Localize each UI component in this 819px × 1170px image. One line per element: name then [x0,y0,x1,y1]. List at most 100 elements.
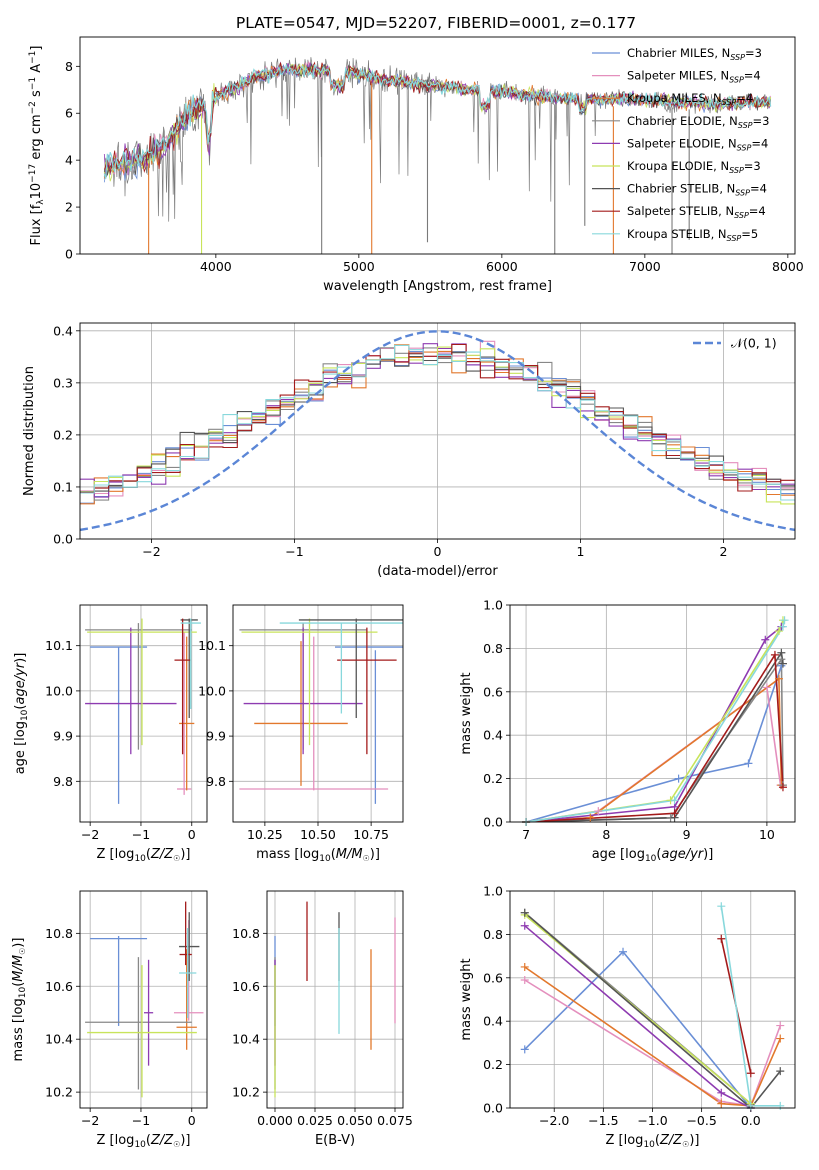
y-tick-label: 0.4 [483,728,503,743]
y-tick-label: 4 [65,153,73,168]
weight-line-chabrier_stelib [526,650,784,822]
x-tick-label: 2 [720,544,728,559]
y-tick-label: 9.8 [206,774,226,789]
y-tick-label: 0.6 [483,684,503,699]
y-tick-label: 2 [65,200,73,215]
weight-point-kroupa_miles [776,1034,785,1043]
x-tick-label: 1 [577,544,585,559]
y-tick-label: 9.9 [206,729,226,744]
x-tick-label: 10.75 [353,827,389,842]
normal-curve [80,330,795,532]
y-tick-label: 10.6 [232,979,260,994]
weight-point-kroupa_elodie [774,627,783,636]
errorbar-kroupa_elodie [87,618,197,746]
y-tick-label: 10.2 [232,1085,260,1100]
figure-title: PLATE=0547, MJD=52207, FIBERID=0001, z=0… [236,14,636,32]
age_vs_mass-plot-area [239,618,403,804]
errorbar-chabrier_elodie [85,623,192,750]
x-tick-label: 0 [188,1113,196,1128]
x-axis-label: age [log10(age/yr)] [592,847,714,864]
x-tick-label: −2.0 [539,1113,569,1128]
axes-frame [232,604,404,823]
errorbar-kroupa_miles [254,641,348,786]
errorbar-kroupa_miles [179,636,195,791]
weight-point-salpeter_miles [520,975,529,984]
weight-line-chabrier_stelib [524,912,781,1108]
residuals-plot-area [80,330,795,532]
weight-point-chabrier_stelib [776,1067,785,1076]
y-tick-label: 0.8 [483,927,503,942]
x-tick-label: −1.0 [637,1113,667,1128]
y-tick-label: 0.0 [483,815,503,830]
axes-frame [509,604,796,823]
weight-point-kroupa_stelib [776,1101,785,1110]
legend-label-chabrier_elodie: Chabrier ELODIE, NSSP=3 [627,114,769,130]
errorbar-chabrier_elodie [85,957,192,1090]
y-tick-label: 0.2 [483,1057,503,1072]
y-tick-label: 0.4 [483,1014,503,1029]
weight-point-kroupa_stelib [746,1101,755,1110]
weight-point-kroupa_miles [774,674,783,683]
x-tick-label: 0.025 [297,1113,333,1128]
errorbar-salpeter_stelib [179,901,192,966]
errorbar-chabrier_miles [90,646,148,804]
weight-point-kroupa_miles [586,813,595,822]
weight-point-kroupa_stelib [717,902,726,911]
weight-point-salpeter_stelib [670,809,679,818]
legend-label-kroupa_stelib: Kroupa STELIB, NSSP=5 [627,227,758,243]
y-tick-label: 10.6 [45,979,73,994]
y-tick-label: 0.2 [53,427,73,442]
x-tick-label: 0.0 [741,1113,761,1128]
y-tick-label: 0.3 [53,375,73,390]
x-tick-label: 10.25 [247,827,283,842]
x-tick-label: −2 [142,544,160,559]
errorbar-kroupa_elodie [241,618,378,746]
y-tick-label: 9.9 [53,729,73,744]
mass_vs_Z-plot-area [85,901,204,1098]
y-axis-label: Normed distribution [22,366,37,496]
mass_vs_Z-panel: −2 −1 0 10.2 10.4 10.6 10.8 Z [log10(Z/Z☉)] mass… [11,890,208,1150]
x-tick-label: 0 [188,827,196,842]
x-tick-label: 9 [683,827,691,842]
weight-point-chabrier_stelib [520,908,529,917]
y-tick-label: 1.0 [483,884,503,899]
weight-point-kroupa_miles [717,1099,726,1108]
y-tick-label: 8 [65,59,73,74]
legend-label-kroupa_elodie: Kroupa ELODIE, NSSP=3 [627,159,761,175]
spectrum-legend: Chabrier MILES, NSSP=3 Salpeter MILES, NS… [592,46,769,243]
errorbar-salpeter_miles [239,636,389,791]
weight-line-kroupa_miles [524,966,782,1107]
age_vs_Z-panel: −2 −1 0 9.8 9.9 10.0 10.1 Z [log10(Z/Z☉)] age [l… [13,604,208,864]
x-axis-label: (data-model)/error [377,564,498,579]
errorbar-kroupa_stelib [279,622,403,714]
errorbar-salpeter_stelib [337,627,397,755]
legend-label-salpeter_elodie: Salpeter ELODIE, NSSP=4 [627,136,768,152]
y-axis-label: Flux [fλ10−17 erg cm−2 s−1 A−1] [28,46,46,246]
x-axis-label: Z [log10(Z/Z☉)] [97,847,191,864]
x-tick-label: 8000 [772,259,804,274]
residuals-legend: 𝒩(0, 1) [693,336,777,351]
weight-point-chabrier_stelib [778,659,787,668]
x-tick-label: 8 [602,827,610,842]
y-tick-label: 10.2 [45,1085,73,1100]
x-tick-label: 10 [759,827,775,842]
legend-label-chabrier_stelib: Chabrier STELIB, NSSP=4 [627,182,767,198]
residuals-panel: −2 −1 0 1 2 0.0 0.1 0.2 0.3 0.4 (data-model)/error… [22,322,796,579]
x-tick-label: −2 [81,1113,99,1128]
weight-point-chabrier_miles [744,759,753,768]
weight-point-chabrier_miles [619,947,628,956]
weight-point-salpeter_miles [762,683,771,692]
x-axis-label: wavelength [Angstrom, rest frame] [323,279,552,294]
errorbar-kroupa_stelib [180,618,201,709]
x-tick-label: 7000 [629,259,661,274]
weight-point-salpeter_miles [776,1021,785,1030]
y-axis-label: age [log10(age/yr)] [13,653,30,775]
mass_vs_ebv-plot-area [274,901,396,1098]
x-tick-label: 0.075 [377,1113,413,1128]
weight-point-kroupa_stelib [780,616,789,625]
weight-point-salpeter_stelib [778,783,787,792]
errorbar-salpeter_elodie [85,627,177,755]
y-tick-label: 10.8 [232,926,260,941]
y-tick-label: 10.4 [232,1032,260,1047]
